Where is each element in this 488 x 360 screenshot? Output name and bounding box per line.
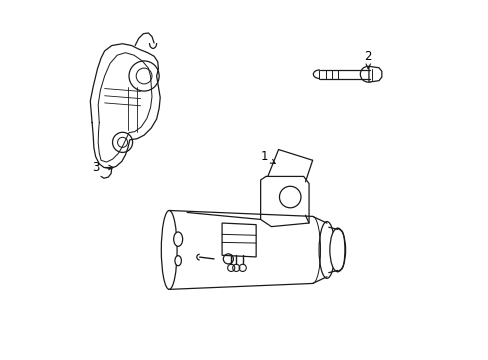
Polygon shape (368, 66, 381, 82)
Ellipse shape (175, 256, 181, 266)
Text: 3: 3 (92, 161, 113, 174)
Ellipse shape (161, 211, 177, 289)
Ellipse shape (319, 221, 334, 278)
Ellipse shape (173, 232, 182, 246)
Polygon shape (222, 223, 256, 257)
Ellipse shape (329, 228, 345, 272)
Text: 1: 1 (260, 150, 275, 163)
Text: 2: 2 (364, 50, 371, 69)
